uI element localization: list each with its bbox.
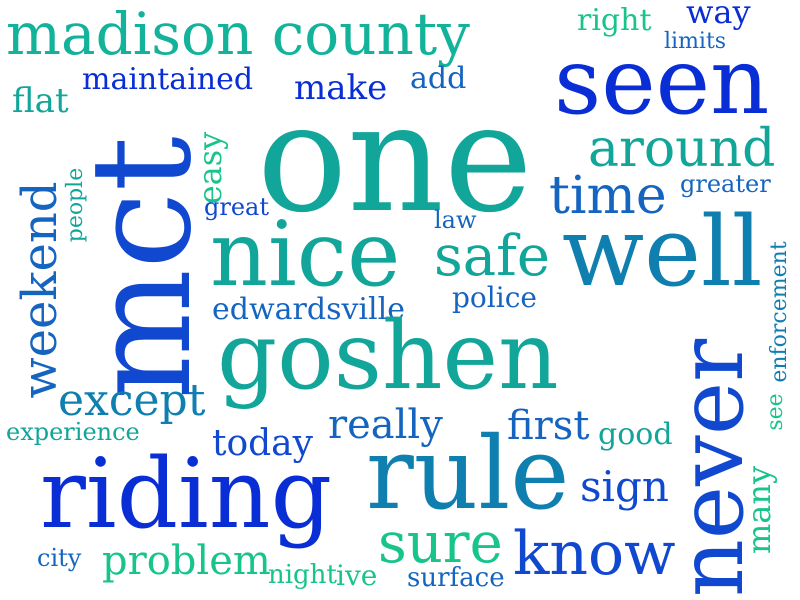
- word-today: today: [212, 423, 313, 464]
- word-seen: seen: [554, 28, 770, 135]
- word-sure: sure: [378, 511, 503, 576]
- word-edwardsville: edwardsville: [212, 292, 405, 327]
- word-limits: limits: [664, 29, 727, 54]
- word-safe: safe: [434, 224, 550, 289]
- word-know: know: [513, 519, 676, 589]
- word-rule: rule: [366, 415, 570, 532]
- word-nice: nice: [210, 202, 401, 307]
- word-time: time: [549, 166, 667, 226]
- word-sign: sign: [580, 462, 669, 511]
- word-maintained: maintained: [82, 62, 254, 97]
- word-law: law: [434, 206, 477, 234]
- word-great: great: [204, 193, 269, 221]
- word-around: around: [588, 119, 776, 179]
- word-way: way: [686, 0, 751, 31]
- word-many: many: [740, 465, 778, 555]
- word-city: city: [37, 544, 82, 572]
- word-madison-county: madison county: [6, 0, 470, 68]
- word-make: make: [294, 68, 388, 108]
- word-enforcement: enforcement: [767, 241, 792, 383]
- word-riding: riding: [40, 438, 333, 550]
- word-people: people: [63, 167, 88, 243]
- word-police: police: [452, 281, 537, 314]
- word-surface: surface: [407, 563, 505, 593]
- word-add: add: [410, 61, 467, 96]
- word-greater: greater: [680, 170, 771, 198]
- word-first: first: [507, 403, 590, 449]
- word-ive: ive: [336, 559, 378, 592]
- word-experience: experience: [6, 418, 140, 446]
- word-good: good: [598, 417, 673, 452]
- word-well: well: [562, 196, 763, 308]
- word-weekend: weekend: [12, 181, 68, 399]
- word-except: except: [58, 375, 206, 426]
- word-see: see: [763, 393, 788, 431]
- word-problem: problem: [102, 538, 271, 584]
- word-really: really: [328, 402, 443, 448]
- word-one: one: [257, 72, 533, 246]
- word-goshen: goshen: [217, 302, 559, 411]
- word-right: right: [577, 3, 652, 38]
- word-flat: flat: [12, 81, 69, 121]
- word-night: night: [268, 560, 337, 590]
